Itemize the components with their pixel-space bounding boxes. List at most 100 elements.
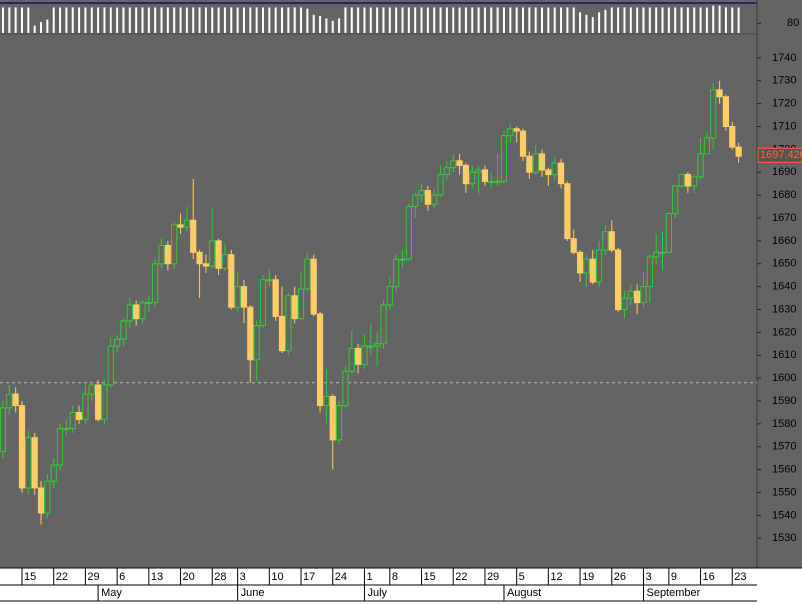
candle-body — [570, 238, 577, 253]
last-price-label: 1697.420 — [760, 149, 802, 161]
y-tick-label: 1640 — [772, 281, 796, 293]
candle-body — [253, 325, 260, 361]
candle-body — [507, 128, 514, 137]
volume-bar — [84, 7, 87, 34]
candle-body — [393, 258, 400, 288]
volume-bar — [464, 7, 467, 34]
candle-body — [6, 393, 13, 409]
candle-body — [0, 407, 7, 452]
candle-body — [443, 167, 450, 176]
volume-bar — [541, 7, 544, 34]
volume-bar — [477, 7, 480, 34]
volume-bar — [116, 7, 119, 34]
volume-bar — [502, 7, 505, 34]
volume-bar — [382, 7, 385, 34]
candle-body — [228, 254, 235, 308]
volume-bar — [591, 17, 594, 33]
volume-bar — [585, 14, 588, 33]
candle-body — [247, 306, 254, 361]
volume-bar — [686, 7, 689, 34]
x-tick-label: 20 — [183, 571, 195, 583]
x-tick-label: 6 — [119, 571, 125, 583]
candle-body — [653, 251, 660, 258]
candle-body — [627, 290, 634, 299]
volume-bar — [661, 7, 664, 34]
candle-body — [475, 169, 482, 173]
volume-bar — [65, 7, 68, 34]
candle-body — [519, 130, 527, 157]
candle-body — [259, 279, 267, 327]
candle-body — [95, 384, 102, 420]
x-tick-label: 10 — [271, 571, 283, 583]
y-tick-label: 1530 — [772, 532, 796, 544]
volume-bar — [521, 7, 524, 34]
volume-bar — [509, 7, 512, 34]
candle-body — [418, 190, 425, 196]
volume-bar — [667, 7, 670, 34]
candle-body — [500, 135, 508, 182]
volume-bar — [534, 7, 537, 34]
candle-body — [361, 345, 368, 365]
candle-body — [367, 345, 374, 348]
volume-bar — [192, 7, 195, 34]
candle-body — [608, 231, 615, 251]
y-tick-label: 1580 — [772, 418, 796, 430]
volume-bar — [160, 7, 163, 34]
candle-body — [133, 304, 140, 320]
candle-body — [164, 244, 171, 265]
volume-bar — [629, 7, 632, 34]
volume-bar — [680, 7, 683, 34]
last-price-box — [757, 147, 802, 163]
x-tick-label: 8 — [392, 571, 398, 583]
x-tick-label: 16 — [703, 571, 715, 583]
volume-bar — [147, 7, 150, 34]
volume-bar — [312, 14, 315, 33]
x-tick-label: 29 — [87, 571, 99, 583]
candle-body — [703, 137, 711, 155]
volume-bar — [230, 7, 233, 34]
volume-bar — [598, 12, 601, 33]
volume-bar — [46, 19, 49, 33]
candle-body — [25, 437, 32, 489]
candle-body — [126, 304, 133, 322]
x-tick-label: 24 — [335, 571, 347, 583]
volume-bar — [52, 7, 55, 34]
candle-body — [646, 256, 653, 288]
candle-body — [69, 411, 76, 429]
candle-body — [120, 320, 127, 340]
volume-bar — [642, 7, 645, 34]
candle-body — [310, 258, 317, 315]
candle-body — [691, 176, 698, 187]
candle-body — [177, 224, 184, 228]
volume-bar — [21, 7, 24, 34]
x-tick-label: 12 — [550, 571, 562, 583]
y-tick-label: 1660 — [772, 235, 796, 247]
x-tick-label: 9 — [671, 571, 677, 583]
candle-body — [678, 174, 685, 187]
y-tick-label: 1710 — [772, 120, 796, 132]
candle-body — [672, 185, 679, 214]
candle-body — [215, 240, 222, 269]
volume-bar — [604, 9, 607, 34]
volume-bar — [648, 7, 651, 34]
volume-bar — [445, 7, 448, 34]
candle-body — [595, 249, 603, 283]
volume-bar — [547, 7, 550, 34]
candle-body — [576, 251, 584, 274]
volume-bar — [490, 7, 493, 34]
candle-body — [640, 286, 647, 304]
candle-body — [50, 464, 57, 482]
volume-bar — [128, 7, 131, 34]
volume-bar — [674, 7, 677, 34]
candle-body — [462, 164, 470, 185]
volume-bar — [420, 7, 423, 34]
x-tick-label: 26 — [614, 571, 626, 583]
volume-bar — [109, 7, 112, 34]
candle-body — [31, 437, 38, 489]
candle-body — [183, 219, 190, 228]
volume-bar — [223, 7, 226, 34]
candle-body — [278, 315, 286, 352]
y-tick-label: 1550 — [772, 486, 796, 498]
